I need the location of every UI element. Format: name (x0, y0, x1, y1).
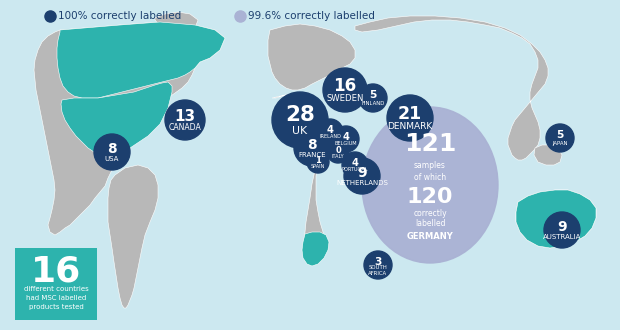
Polygon shape (34, 22, 225, 235)
Text: 21: 21 (398, 105, 422, 123)
Text: 4: 4 (327, 125, 334, 135)
Circle shape (94, 134, 130, 170)
Circle shape (307, 151, 329, 173)
Circle shape (327, 141, 349, 163)
Text: FRANCE: FRANCE (298, 152, 326, 158)
Text: of which: of which (414, 173, 446, 182)
Text: 1: 1 (315, 155, 321, 165)
Polygon shape (57, 22, 225, 98)
Text: correctly: correctly (413, 209, 447, 217)
Text: 99.6% correctly labelled: 99.6% correctly labelled (248, 11, 375, 21)
Circle shape (272, 92, 328, 148)
Text: 16: 16 (31, 254, 81, 288)
Text: 16: 16 (334, 77, 356, 95)
Text: 0: 0 (335, 146, 341, 154)
Text: SWEDEN: SWEDEN (326, 94, 364, 103)
Polygon shape (108, 165, 158, 308)
Text: USA: USA (105, 156, 119, 162)
Circle shape (344, 158, 380, 194)
Text: samples: samples (414, 161, 446, 170)
Text: SPAIN: SPAIN (311, 164, 325, 169)
Polygon shape (302, 232, 329, 266)
Polygon shape (516, 190, 596, 248)
Text: SOUTH
AFRICA: SOUTH AFRICA (368, 265, 388, 276)
Text: 8: 8 (107, 142, 117, 156)
Polygon shape (534, 145, 562, 165)
Text: FINLAND: FINLAND (361, 101, 384, 106)
Text: UK: UK (293, 126, 308, 136)
Text: 4: 4 (352, 158, 358, 168)
Text: ITALY: ITALY (332, 154, 344, 159)
Circle shape (294, 130, 330, 166)
Circle shape (387, 95, 433, 141)
Polygon shape (355, 16, 548, 160)
Text: labelled: labelled (415, 219, 445, 228)
Text: 13: 13 (174, 109, 195, 124)
Text: 5: 5 (370, 90, 377, 100)
Text: NETHERLANDS: NETHERLANDS (336, 180, 388, 186)
Circle shape (342, 152, 368, 178)
Circle shape (165, 100, 205, 140)
Circle shape (333, 126, 359, 152)
Text: JAPAN: JAPAN (552, 141, 568, 146)
Text: IRELAND: IRELAND (319, 134, 341, 140)
Text: 9: 9 (557, 220, 567, 234)
Text: different countries
had MSC labelled
products tested: different countries had MSC labelled pro… (24, 286, 89, 311)
Circle shape (323, 68, 367, 112)
Text: DENMARK: DENMARK (388, 122, 433, 131)
Polygon shape (61, 82, 172, 158)
Text: 8: 8 (307, 138, 317, 152)
Text: 9: 9 (357, 166, 367, 180)
FancyBboxPatch shape (15, 248, 97, 320)
Text: AUSTRALIA: AUSTRALIA (543, 234, 581, 240)
Text: 4: 4 (343, 132, 350, 142)
Circle shape (359, 84, 387, 112)
Ellipse shape (362, 107, 498, 263)
Polygon shape (268, 24, 355, 90)
Text: 100% correctly labelled: 100% correctly labelled (58, 11, 181, 21)
Text: BELGIUM: BELGIUM (335, 142, 357, 147)
Circle shape (364, 251, 392, 279)
Text: GERMANY: GERMANY (407, 232, 453, 241)
Text: PORTUGAL: PORTUGAL (342, 167, 368, 173)
Circle shape (546, 124, 574, 152)
Polygon shape (155, 12, 198, 34)
Text: 5: 5 (556, 130, 564, 141)
Text: 120: 120 (407, 187, 453, 207)
Circle shape (317, 119, 343, 145)
Text: 121: 121 (404, 132, 456, 156)
Text: CANADA: CANADA (169, 123, 202, 132)
Circle shape (544, 212, 580, 248)
Text: 3: 3 (374, 257, 382, 268)
Polygon shape (516, 190, 596, 248)
Polygon shape (272, 94, 328, 262)
Text: 28: 28 (285, 105, 315, 125)
